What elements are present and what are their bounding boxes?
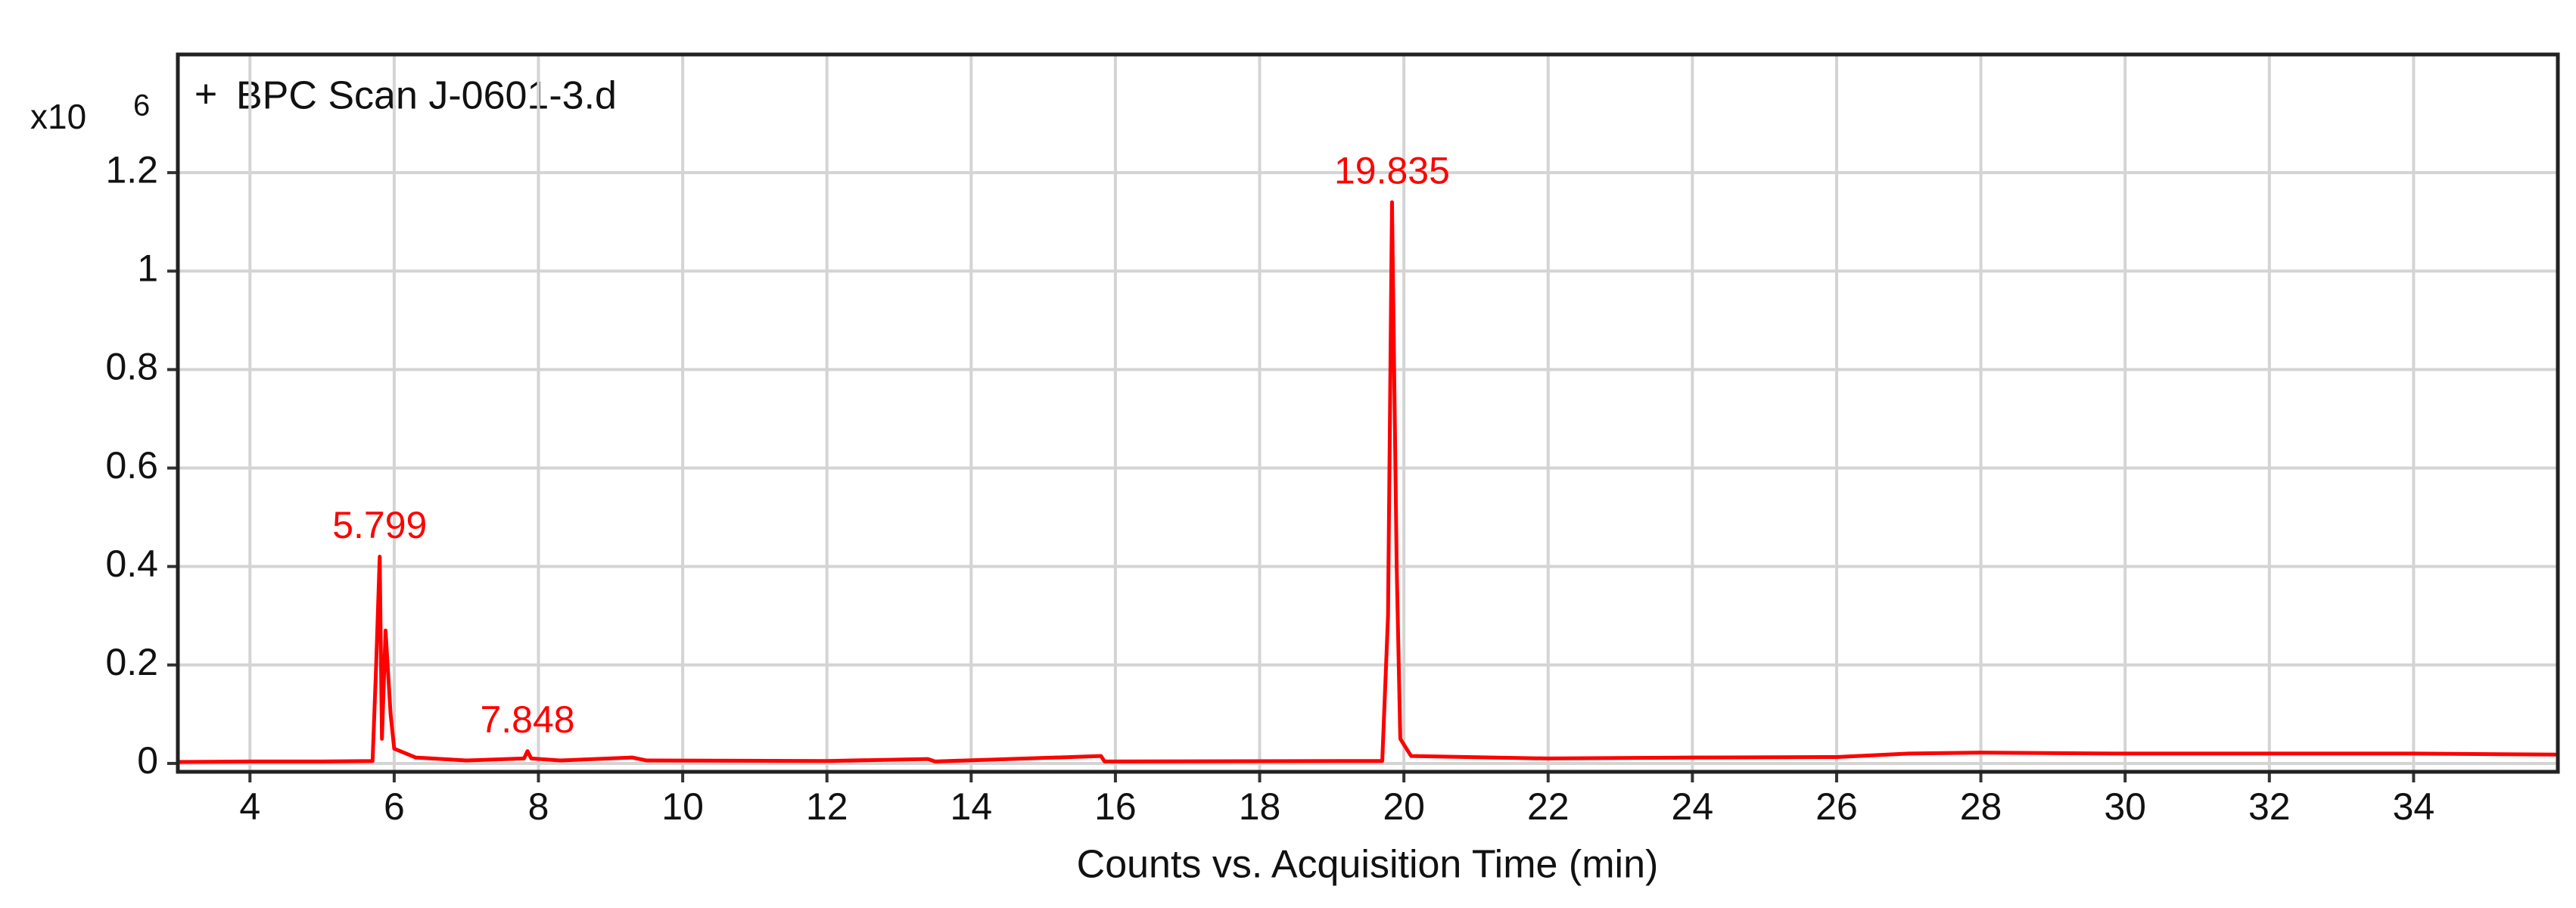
x-tick-label: 30	[2104, 785, 2146, 828]
x-tick-label: 32	[2248, 785, 2291, 828]
x-tick-label: 34	[2393, 785, 2435, 828]
x-tick-label: 8	[528, 785, 549, 828]
data-line	[177, 200, 2559, 764]
peak-label: 5.799	[332, 504, 427, 546]
peak-label: 7.848	[480, 698, 574, 741]
peak-label: 19.835	[1334, 149, 1450, 191]
x-tick-label: 4	[239, 785, 260, 828]
y-tick-label: 1	[137, 247, 158, 289]
y-multiplier: x10	[30, 97, 86, 136]
x-tick-label: 16	[1094, 785, 1137, 828]
x-tick-label: 24	[1672, 785, 1714, 828]
plot-frame	[176, 52, 2560, 774]
y-exponent: 6	[133, 89, 150, 123]
y-tick-label: 0.6	[105, 444, 158, 487]
y-tick-label: 0	[137, 739, 158, 782]
x-tick-label: 22	[1527, 785, 1570, 828]
legend-marker: +	[194, 73, 217, 117]
x-tick-label: 20	[1383, 785, 1425, 828]
x-axis-label: Counts vs. Acquisition Time (min)	[1077, 843, 1659, 887]
x-tick-label: 10	[661, 785, 704, 828]
x-tick-label: 14	[950, 785, 993, 828]
x-tick-label: 28	[1960, 785, 2002, 828]
y-tick-label: 0.2	[105, 641, 158, 683]
x-tick-label: 12	[806, 785, 848, 828]
chart-title: BPC Scan J-0601-3.d	[236, 74, 617, 118]
x-tick-label: 26	[1815, 785, 1858, 828]
y-tick-label: 0.8	[105, 346, 158, 388]
y-tick-label: 1.2	[105, 148, 158, 191]
y-tick-label: 0.4	[105, 543, 158, 585]
x-tick-label: 18	[1239, 785, 1281, 828]
x-tick-label: 6	[384, 785, 405, 828]
